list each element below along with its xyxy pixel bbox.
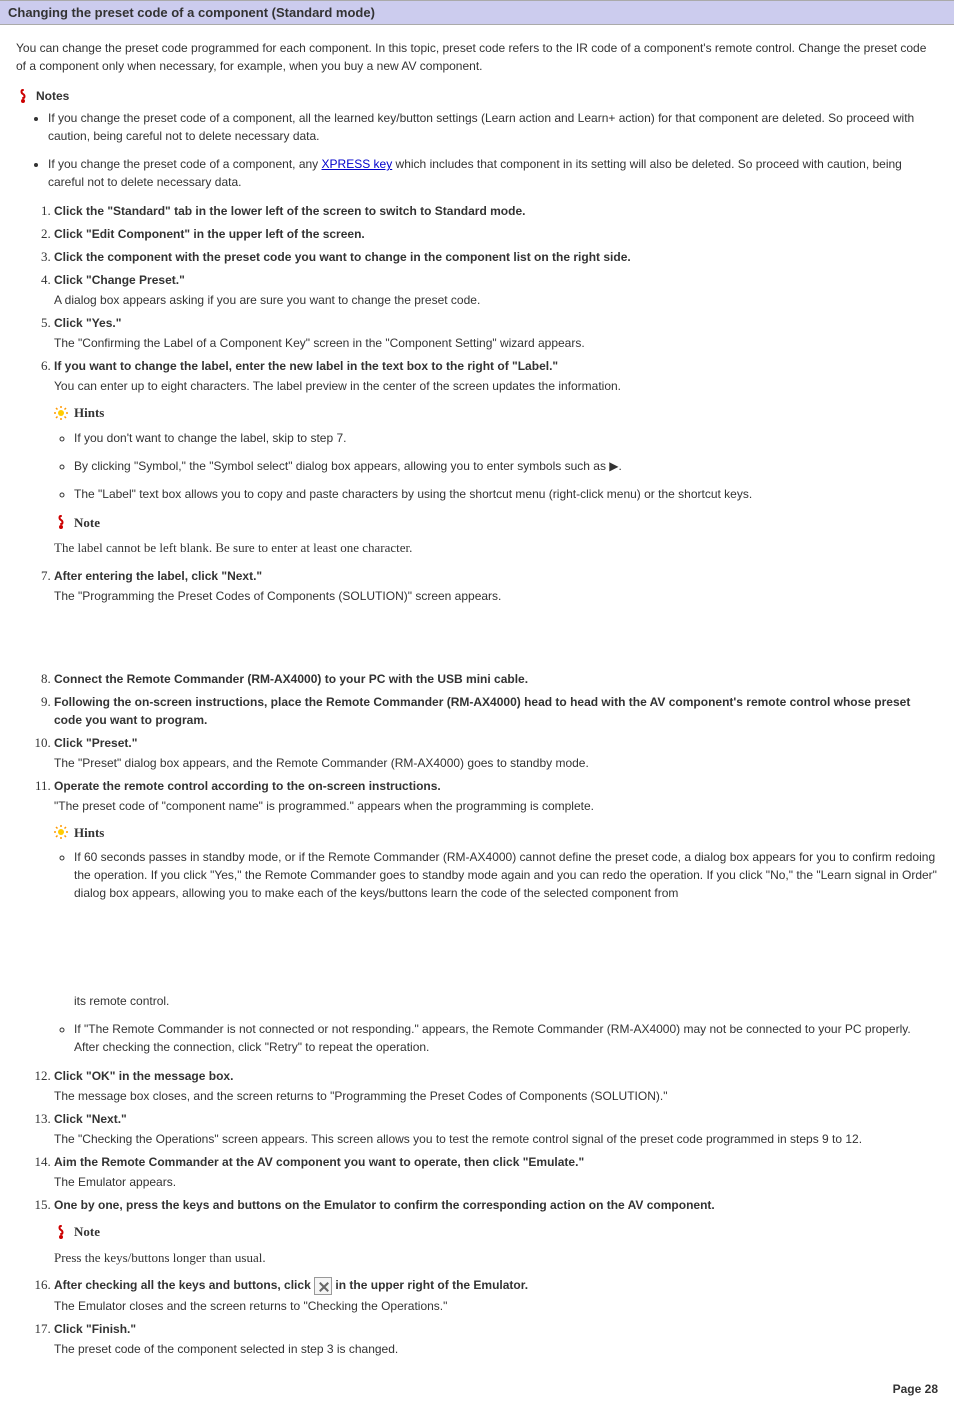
step-10-text: Click "Preset." bbox=[54, 734, 938, 752]
step-17-desc: The preset code of the component selecte… bbox=[54, 1340, 938, 1358]
note-heading-2: Note bbox=[54, 1222, 938, 1242]
step-5-desc: The "Confirming the Label of a Component… bbox=[54, 334, 938, 352]
step-11: Operate the remote control according to … bbox=[54, 776, 938, 1057]
step-13-desc: The "Checking the Operations" screen app… bbox=[54, 1130, 938, 1148]
hint-icon bbox=[54, 406, 68, 420]
step-15-text: One by one, press the keys and buttons o… bbox=[54, 1196, 938, 1214]
xpress-key-link[interactable]: XPRESS key bbox=[322, 157, 393, 171]
close-icon bbox=[314, 1277, 332, 1295]
step-6-hints: If you don't want to change the label, s… bbox=[54, 429, 938, 503]
step-16-text: After checking all the keys and buttons,… bbox=[54, 1276, 938, 1295]
note-icon bbox=[54, 1225, 68, 1239]
content-area: You can change the preset code programme… bbox=[0, 25, 954, 1376]
intro-text: You can change the preset code programme… bbox=[16, 39, 938, 75]
hint-item: If you don't want to change the label, s… bbox=[74, 429, 938, 447]
step-5-text: Click "Yes." bbox=[54, 314, 938, 332]
note-label-2: Note bbox=[74, 1222, 100, 1242]
step-15: One by one, press the keys and buttons o… bbox=[54, 1195, 938, 1267]
step-16-text-a: After checking all the keys and buttons,… bbox=[54, 1278, 314, 1292]
notes-list: If you change the preset code of a compo… bbox=[16, 109, 938, 191]
hints-heading-1: Hints bbox=[54, 403, 938, 423]
step-8-text: Connect the Remote Commander (RM-AX4000)… bbox=[54, 670, 938, 688]
step-3: Click the component with the preset code… bbox=[54, 247, 938, 266]
hint-item: If "The Remote Commander is not connecte… bbox=[74, 1020, 938, 1056]
step-11-desc: "The preset code of "component name" is … bbox=[54, 797, 938, 815]
page-title: Changing the preset code of a component … bbox=[0, 0, 954, 25]
note-label-1: Note bbox=[74, 513, 100, 533]
note-heading-1: Note bbox=[54, 513, 938, 533]
note-bullet-2: If you change the preset code of a compo… bbox=[48, 155, 938, 191]
hint-item: The "Label" text box allows you to copy … bbox=[74, 485, 938, 503]
step-12-text: Click "OK" in the message box. bbox=[54, 1067, 938, 1085]
page-number: Page 28 bbox=[0, 1376, 954, 1402]
step-16-text-b: in the upper right of the Emulator. bbox=[335, 1278, 528, 1292]
step-16: After checking all the keys and buttons,… bbox=[54, 1275, 938, 1315]
step-11-hints: If 60 seconds passes in standby mode, or… bbox=[54, 848, 938, 1056]
hints-label-1: Hints bbox=[74, 403, 104, 423]
steps-list: Click the "Standard" tab in the lower le… bbox=[16, 201, 938, 1358]
step-7: After entering the label, click "Next." … bbox=[54, 566, 938, 665]
step-9-text: Following the on-screen instructions, pl… bbox=[54, 693, 938, 729]
step-16-desc: The Emulator closes and the screen retur… bbox=[54, 1297, 938, 1315]
step-10: Click "Preset." The "Preset" dialog box … bbox=[54, 733, 938, 772]
step-6-desc: You can enter up to eight characters. Th… bbox=[54, 377, 938, 395]
step-14-desc: The Emulator appears. bbox=[54, 1173, 938, 1191]
step-7-desc: The "Programming the Preset Codes of Com… bbox=[54, 587, 938, 605]
step-17-text: Click "Finish." bbox=[54, 1320, 938, 1338]
hint-icon bbox=[54, 825, 68, 839]
note-bullet-1: If you change the preset code of a compo… bbox=[48, 109, 938, 145]
step-13-text: Click "Next." bbox=[54, 1110, 938, 1128]
step-11-text: Operate the remote control according to … bbox=[54, 777, 938, 795]
step-1: Click the "Standard" tab in the lower le… bbox=[54, 201, 938, 220]
note-icon bbox=[16, 89, 30, 103]
step-3-text: Click the component with the preset code… bbox=[54, 248, 938, 266]
step-5: Click "Yes." The "Confirming the Label o… bbox=[54, 313, 938, 352]
notes-heading: Notes bbox=[16, 89, 938, 103]
hint-item: If 60 seconds passes in standby mode, or… bbox=[74, 848, 938, 1010]
step-14: Aim the Remote Commander at the AV compo… bbox=[54, 1152, 938, 1191]
step-6: If you want to change the label, enter t… bbox=[54, 356, 938, 558]
step-1-text: Click the "Standard" tab in the lower le… bbox=[54, 202, 938, 220]
step-2-text: Click "Edit Component" in the upper left… bbox=[54, 225, 938, 243]
step-4: Click "Change Preset." A dialog box appe… bbox=[54, 270, 938, 309]
hints-heading-2: Hints bbox=[54, 823, 938, 843]
step-2: Click "Edit Component" in the upper left… bbox=[54, 224, 938, 243]
step-12-desc: The message box closes, and the screen r… bbox=[54, 1087, 938, 1105]
step-4-text: Click "Change Preset." bbox=[54, 271, 938, 289]
step-9: Following the on-screen instructions, pl… bbox=[54, 692, 938, 729]
step-17: Click "Finish." The preset code of the c… bbox=[54, 1319, 938, 1358]
step-6-note: The label cannot be left blank. Be sure … bbox=[54, 538, 938, 558]
step-13: Click "Next." The "Checking the Operatio… bbox=[54, 1109, 938, 1148]
step-12: Click "OK" in the message box. The messa… bbox=[54, 1066, 938, 1105]
hints-label-2: Hints bbox=[74, 823, 104, 843]
note-icon bbox=[54, 515, 68, 529]
step-6-text: If you want to change the label, enter t… bbox=[54, 357, 938, 375]
hint-text-part1: If 60 seconds passes in standby mode, or… bbox=[74, 850, 937, 900]
step-14-text: Aim the Remote Commander at the AV compo… bbox=[54, 1153, 938, 1171]
step-7-text: After entering the label, click "Next." bbox=[54, 567, 938, 585]
notes-label: Notes bbox=[36, 89, 69, 103]
hint-item: By clicking "Symbol," the "Symbol select… bbox=[74, 457, 938, 475]
step-10-desc: The "Preset" dialog box appears, and the… bbox=[54, 754, 938, 772]
hint-text-part2: its remote control. bbox=[74, 994, 169, 1008]
step-15-note: Press the keys/buttons longer than usual… bbox=[54, 1248, 938, 1268]
step-8: Connect the Remote Commander (RM-AX4000)… bbox=[54, 669, 938, 688]
step-4-desc: A dialog box appears asking if you are s… bbox=[54, 291, 938, 309]
